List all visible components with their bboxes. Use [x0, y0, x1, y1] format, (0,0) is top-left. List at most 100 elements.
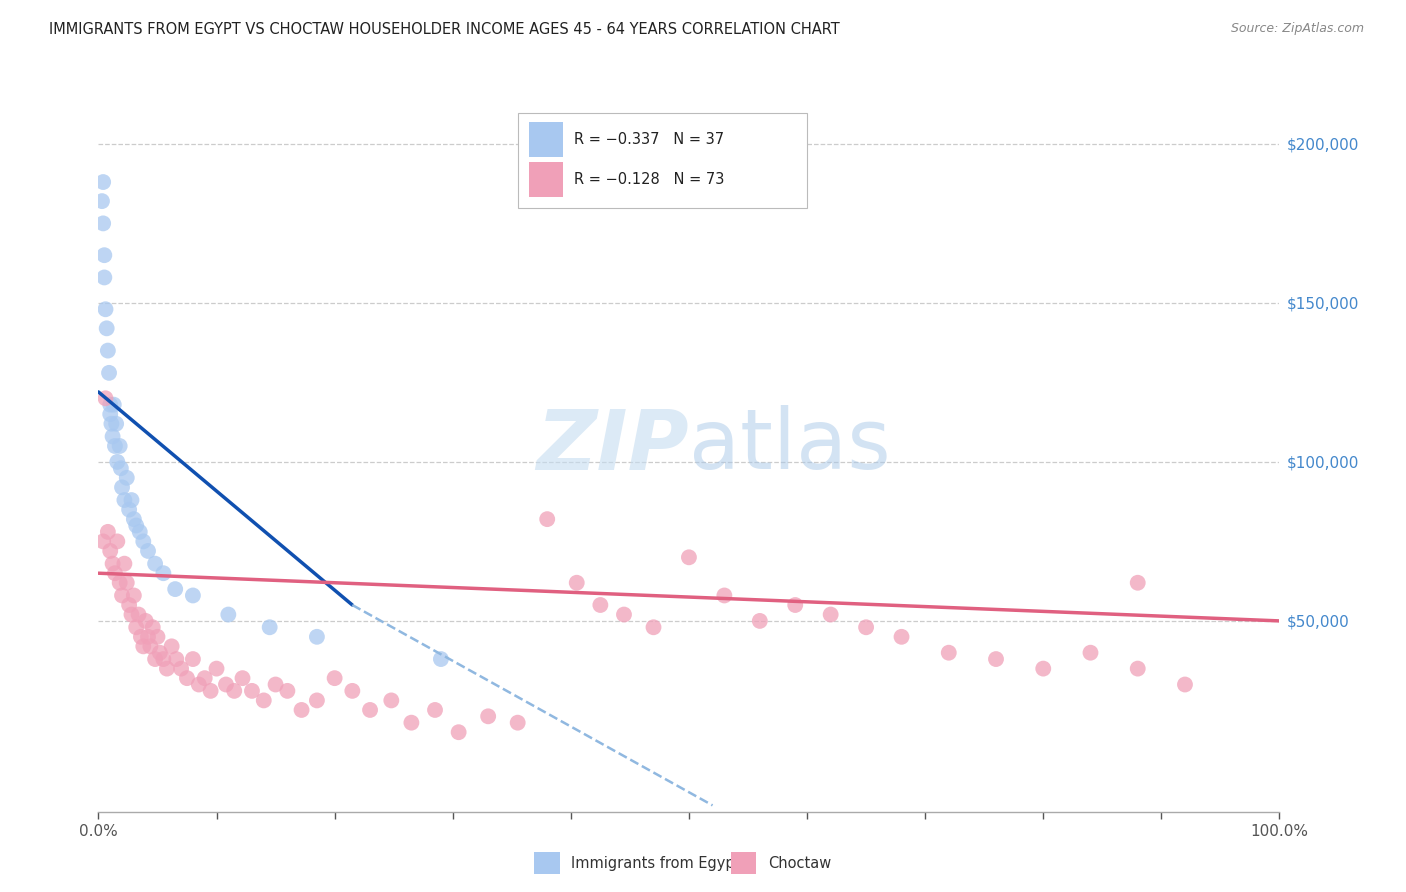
Point: [135, 614, 157, 628]
Point: [264, 677, 287, 691]
Point: [565, 575, 588, 590]
Point: [984, 652, 1007, 666]
Point: [430, 652, 453, 666]
Point: [97, 524, 120, 539]
Point: [115, 575, 138, 590]
Point: [224, 684, 246, 698]
Point: [748, 614, 770, 628]
Point: [118, 502, 141, 516]
Point: [91, 216, 114, 230]
Text: ZIP: ZIP: [536, 406, 689, 486]
Point: [1080, 646, 1102, 660]
Point: [93, 270, 115, 285]
Point: [122, 589, 145, 603]
Point: [128, 607, 150, 622]
Point: [477, 709, 499, 723]
Point: [156, 662, 179, 676]
Point: [205, 662, 228, 676]
Point: [855, 620, 877, 634]
Point: [105, 455, 128, 469]
Point: [152, 566, 174, 581]
Point: [1174, 677, 1197, 691]
Text: IMMIGRANTS FROM EGYPT VS CHOCTAW HOUSEHOLDER INCOME AGES 45 - 64 YEARS CORRELATI: IMMIGRANTS FROM EGYPT VS CHOCTAW HOUSEHO…: [49, 22, 839, 37]
Point: [194, 671, 217, 685]
Point: [423, 703, 446, 717]
Point: [108, 439, 131, 453]
Point: [91, 194, 114, 208]
Point: [94, 392, 117, 406]
Point: [276, 684, 298, 698]
Point: [890, 630, 912, 644]
Point: [112, 557, 135, 571]
Point: [132, 534, 155, 549]
Point: [401, 715, 423, 730]
FancyBboxPatch shape: [530, 162, 562, 197]
Point: [129, 630, 152, 644]
Point: [305, 693, 328, 707]
Point: [359, 703, 381, 717]
Point: [105, 417, 128, 431]
Point: [176, 671, 198, 685]
Point: [215, 677, 238, 691]
Point: [152, 652, 174, 666]
Point: [149, 646, 172, 660]
Point: [91, 175, 114, 189]
Point: [170, 662, 193, 676]
Text: Immigrants from Egypt: Immigrants from Egypt: [571, 855, 740, 871]
Point: [380, 693, 402, 707]
Point: [98, 407, 121, 421]
Point: [181, 589, 204, 603]
Point: [259, 620, 281, 634]
Point: [101, 429, 124, 443]
Point: [98, 398, 121, 412]
Point: [1032, 662, 1054, 676]
Point: [98, 366, 121, 380]
Point: [142, 620, 165, 634]
Point: [713, 589, 735, 603]
Point: [104, 566, 127, 581]
Point: [820, 607, 842, 622]
Point: [91, 534, 114, 549]
Point: [98, 544, 121, 558]
Point: [323, 671, 346, 685]
Point: [290, 703, 312, 717]
Point: [447, 725, 470, 739]
Point: [136, 544, 159, 558]
Point: [121, 493, 143, 508]
Point: [187, 677, 209, 691]
Point: [160, 640, 183, 654]
Point: [122, 512, 145, 526]
Point: [121, 607, 143, 622]
Point: [200, 684, 222, 698]
Text: Choctaw: Choctaw: [768, 855, 831, 871]
Point: [146, 630, 169, 644]
Point: [305, 630, 328, 644]
Point: [132, 640, 155, 654]
Point: [643, 620, 665, 634]
Point: [938, 646, 960, 660]
Point: [139, 640, 162, 654]
Point: [125, 620, 148, 634]
Point: [253, 693, 276, 707]
Point: [231, 671, 253, 685]
Point: [217, 607, 239, 622]
Point: [111, 589, 134, 603]
Point: [240, 684, 263, 698]
Point: [101, 557, 124, 571]
Text: Source: ZipAtlas.com: Source: ZipAtlas.com: [1230, 22, 1364, 36]
Point: [785, 598, 807, 612]
Point: [94, 302, 117, 317]
Point: [1126, 575, 1149, 590]
FancyBboxPatch shape: [530, 122, 562, 157]
Point: [136, 630, 159, 644]
Point: [110, 461, 132, 475]
Point: [111, 480, 134, 494]
Point: [165, 582, 187, 596]
Point: [165, 652, 187, 666]
Point: [143, 557, 166, 571]
Point: [97, 343, 120, 358]
Point: [1126, 662, 1149, 676]
Point: [536, 512, 558, 526]
Point: [342, 684, 364, 698]
Text: atlas: atlas: [689, 406, 890, 486]
